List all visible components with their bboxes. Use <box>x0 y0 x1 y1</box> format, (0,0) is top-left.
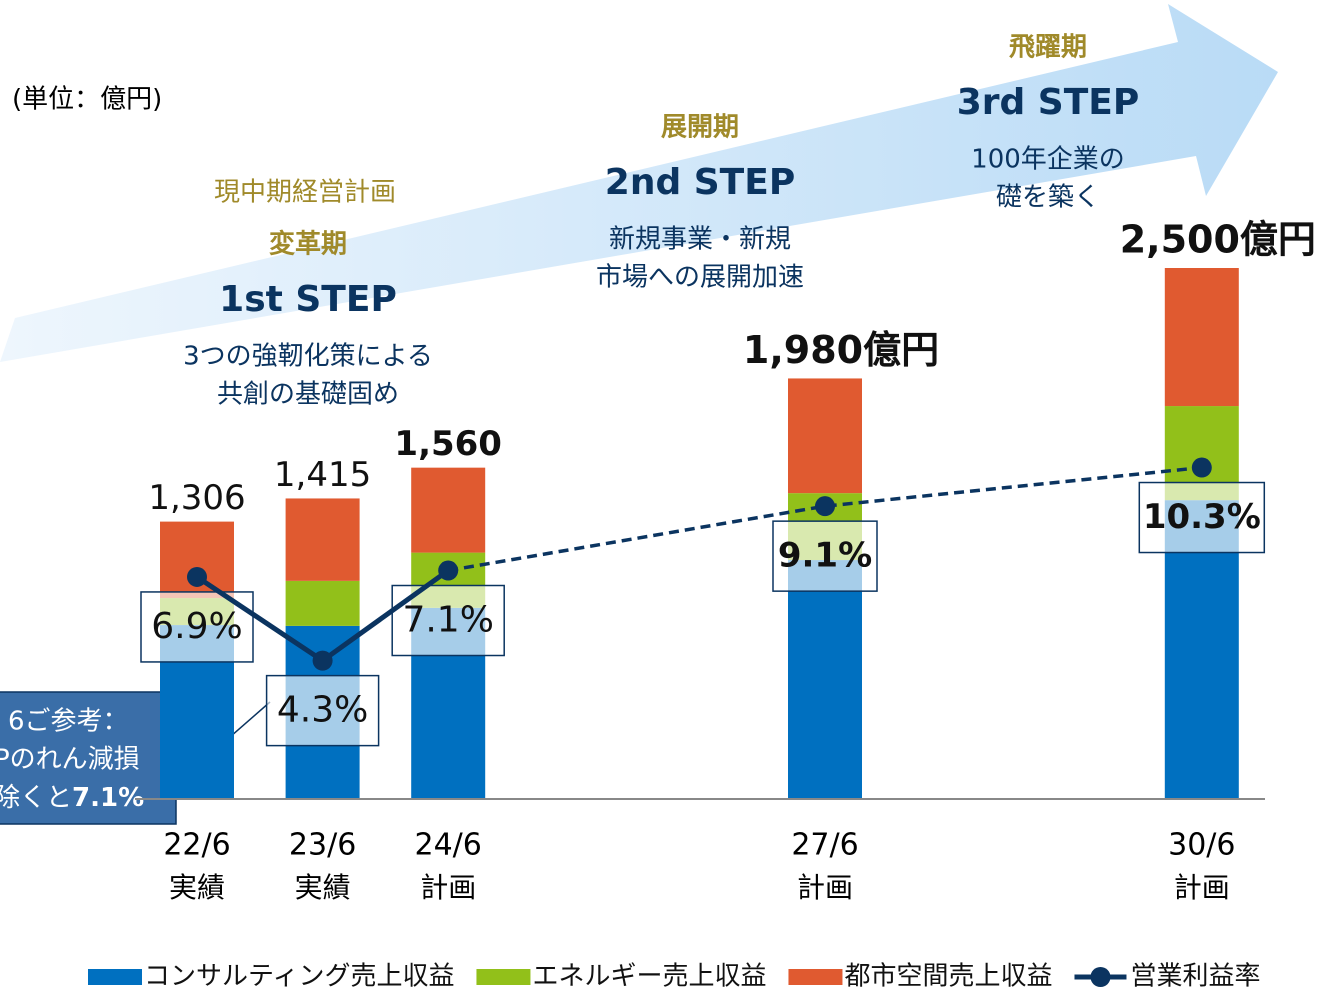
value-label: 9.1% <box>778 536 872 576</box>
rate-point <box>815 496 835 517</box>
rate-point <box>438 560 459 581</box>
x-tick-sublabel: 計画 <box>797 871 853 904</box>
phase-text: 礎を築く <box>996 183 1100 213</box>
phase-step: 3rd STEP <box>957 82 1140 123</box>
legend-swatch <box>788 969 843 985</box>
legend-point <box>1090 967 1111 987</box>
phase-text: 新規事業・新規 <box>609 225 791 255</box>
total-label: 2,500億円 <box>1120 218 1316 262</box>
phase-text: 共創の基礎固め <box>217 380 399 410</box>
legend-swatch <box>476 969 531 985</box>
x-tick-label: 23/6 <box>289 828 356 863</box>
value-box <box>1138 481 1266 554</box>
x-tick-sublabel: 実績 <box>295 871 351 904</box>
phase-step: 1st STEP <box>219 279 397 320</box>
step-arrow <box>0 4 1278 362</box>
phase-text: 100年企業の <box>971 145 1125 175</box>
total-label: 1,560 <box>394 424 502 464</box>
value-label: 10.3% <box>1143 497 1261 537</box>
value-box <box>265 674 380 747</box>
note-line: Pのれん減損 <box>0 745 140 775</box>
bar-segment <box>788 378 862 494</box>
bar-segment <box>285 498 360 581</box>
phase-text: 市場への展開加速 <box>596 263 804 293</box>
phase-text: 3つの強靭化策による <box>183 342 433 372</box>
value-box <box>772 520 878 592</box>
legend-swatch <box>88 969 142 985</box>
phase-note: 現中期経営計画 <box>214 178 396 208</box>
legend-label: 都市空間売上収益 <box>844 962 1052 991</box>
rate-point <box>312 650 333 671</box>
legend-label: 営業利益率 <box>1130 962 1260 991</box>
x-tick-label: 27/6 <box>791 828 858 863</box>
note-line: 除くと7.1% <box>0 783 144 813</box>
value-box <box>391 584 505 657</box>
bar-segment <box>285 580 360 626</box>
value-label: 7.1% <box>402 600 493 641</box>
bar-segment <box>788 560 862 799</box>
x-tick-label: 22/6 <box>163 828 230 863</box>
x-tick-label: 24/6 <box>415 828 482 863</box>
note-line: 6ご参考： <box>8 707 129 737</box>
legend-label: エネルギー売上収益 <box>532 962 766 991</box>
phase-period: 展開期 <box>661 113 739 143</box>
x-tick-sublabel: 計画 <box>1174 871 1230 904</box>
value-label: 6.9% <box>151 606 242 647</box>
rate-point <box>1191 457 1212 478</box>
total-label: 1,980億円 <box>743 328 939 372</box>
bar-segment <box>411 467 486 553</box>
bar-segment <box>1164 268 1239 407</box>
phase-period: 飛躍期 <box>1009 33 1087 63</box>
rate-point <box>187 566 207 587</box>
total-label: 1,306 <box>148 478 245 518</box>
x-tick-sublabel: 計画 <box>420 871 476 904</box>
unit-label: (単位：億円) <box>12 85 162 115</box>
value-label: 4.3% <box>277 690 368 731</box>
x-tick-sublabel: 実績 <box>169 871 225 904</box>
x-tick-label: 30/6 <box>1168 828 1235 863</box>
note-box <box>0 691 177 825</box>
total-label: 1,415 <box>274 455 371 495</box>
phase-period: 変革期 <box>269 229 347 260</box>
phase-step: 2nd STEP <box>605 162 795 203</box>
legend-label: コンサルティング売上収益 <box>144 962 454 991</box>
